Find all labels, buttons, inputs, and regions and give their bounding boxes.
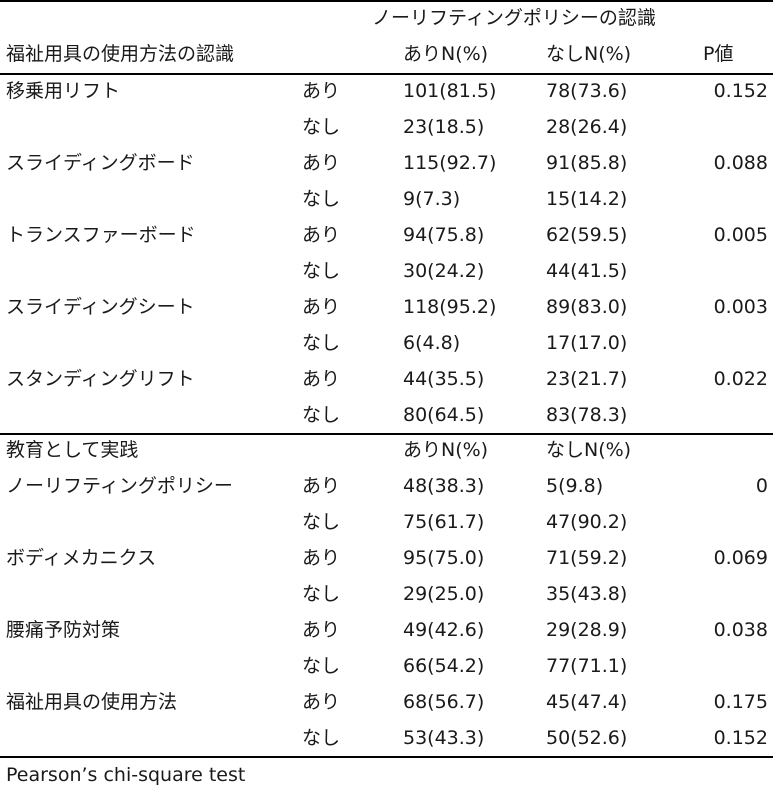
section2-col-ari: ありN(%) (403, 439, 489, 461)
row-category: なし (302, 727, 341, 749)
row-item-label: 腰痛予防対策 (6, 619, 121, 641)
row-p-value: 0.152 (713, 727, 768, 749)
row-value-nashi: 5(9.8) (546, 475, 604, 497)
row-value-nashi: 44(41.5) (546, 260, 628, 282)
row-value-ari: 53(43.3) (403, 727, 485, 749)
row-p-value: 0.005 (713, 224, 768, 246)
row-p-value: 0.069 (713, 547, 768, 569)
row-value-ari: 68(56.7) (403, 691, 485, 713)
footer-note: Pearson’s chi-square test (6, 764, 246, 786)
header-rule (0, 73, 773, 75)
group-title: ノーリフティングポリシーの認識 (372, 7, 656, 29)
row-category: なし (302, 116, 341, 138)
row-value-ari: 118(95.2) (403, 296, 497, 318)
row-value-nashi: 17(17.0) (546, 332, 628, 354)
row-category: なし (302, 404, 341, 426)
row-value-nashi: 28(26.4) (546, 116, 628, 138)
row-item-label: ノーリフティングポリシー (6, 475, 233, 497)
row-p-value: 0 (755, 475, 768, 497)
row-category: あり (302, 368, 341, 390)
row-category: あり (302, 691, 341, 713)
row-value-nashi: 62(59.5) (546, 224, 628, 246)
row-value-ari: 23(18.5) (403, 116, 485, 138)
row-item-label: 移乗用リフト (6, 80, 121, 102)
row-category: なし (302, 511, 341, 533)
row-category: なし (302, 260, 341, 282)
row-value-ari: 66(54.2) (403, 655, 485, 677)
row-value-ari: 115(92.7) (403, 152, 497, 174)
row-value-ari: 94(75.8) (403, 224, 485, 246)
row-value-ari: 9(7.3) (403, 188, 461, 210)
row-category: なし (302, 583, 341, 605)
row-item-label: スライディングボード (6, 152, 195, 174)
row-value-ari: 75(61.7) (403, 511, 485, 533)
row-category: あり (302, 296, 341, 318)
row-value-ari: 95(75.0) (403, 547, 485, 569)
row-value-ari: 44(35.5) (403, 368, 485, 390)
row-category: なし (302, 332, 341, 354)
row-p-value: 0.022 (713, 368, 768, 390)
row-item-label: スライディングシート (6, 296, 195, 318)
row-item-label: 福祉用具の使用方法 (6, 691, 178, 713)
row-value-nashi: 47(90.2) (546, 511, 628, 533)
row-item-label: トランスファーボード (6, 224, 196, 246)
row-category: あり (302, 152, 341, 174)
row-value-nashi: 45(47.4) (546, 691, 628, 713)
row-item-label: ボディメカニクス (6, 547, 157, 569)
row-category: あり (302, 619, 341, 641)
col-header-ari: ありN(%) (403, 43, 489, 65)
section1-label: 福祉用具の使用方法の認識 (6, 43, 235, 65)
row-value-nashi: 23(21.7) (546, 368, 628, 390)
top-rule (0, 0, 773, 2)
row-value-ari: 49(42.6) (403, 619, 485, 641)
row-p-value: 0.152 (713, 80, 768, 102)
row-value-nashi: 83(78.3) (546, 404, 628, 426)
row-value-nashi: 78(73.6) (546, 80, 628, 102)
row-value-nashi: 71(59.2) (546, 547, 628, 569)
row-value-nashi: 77(71.1) (546, 655, 628, 677)
row-category: あり (302, 224, 341, 246)
row-value-ari: 29(25.0) (403, 583, 485, 605)
row-value-nashi: 15(14.2) (546, 188, 628, 210)
col-header-p: P値 (703, 43, 734, 65)
row-value-nashi: 29(28.9) (546, 619, 628, 641)
row-value-nashi: 91(85.8) (546, 152, 628, 174)
row-category: あり (302, 475, 341, 497)
row-value-ari: 48(38.3) (403, 475, 485, 497)
row-value-nashi: 35(43.8) (546, 583, 628, 605)
row-value-nashi: 89(83.0) (546, 296, 628, 318)
row-category: なし (302, 655, 341, 677)
row-category: あり (302, 80, 341, 102)
row-value-ari: 101(81.5) (403, 80, 497, 102)
row-category: なし (302, 188, 341, 210)
col-header-nashi: なしN(%) (546, 43, 632, 65)
section2-label: 教育として実践 (6, 439, 139, 461)
row-p-value: 0.003 (713, 296, 768, 318)
row-p-value: 0.038 (713, 619, 768, 641)
row-value-ari: 80(64.5) (403, 404, 485, 426)
section2-col-nashi: なしN(%) (546, 439, 632, 461)
row-value-ari: 6(4.8) (403, 332, 461, 354)
row-value-nashi: 50(52.6) (546, 727, 628, 749)
section-rule (0, 433, 773, 435)
row-p-value: 0.175 (713, 691, 768, 713)
row-value-ari: 30(24.2) (403, 260, 485, 282)
bottom-rule (0, 756, 773, 758)
row-item-label: スタンディングリフト (6, 368, 195, 390)
row-p-value: 0.088 (713, 152, 768, 174)
row-category: あり (302, 547, 341, 569)
